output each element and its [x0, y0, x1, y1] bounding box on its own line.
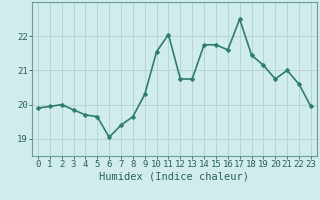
X-axis label: Humidex (Indice chaleur): Humidex (Indice chaleur) — [100, 172, 249, 182]
